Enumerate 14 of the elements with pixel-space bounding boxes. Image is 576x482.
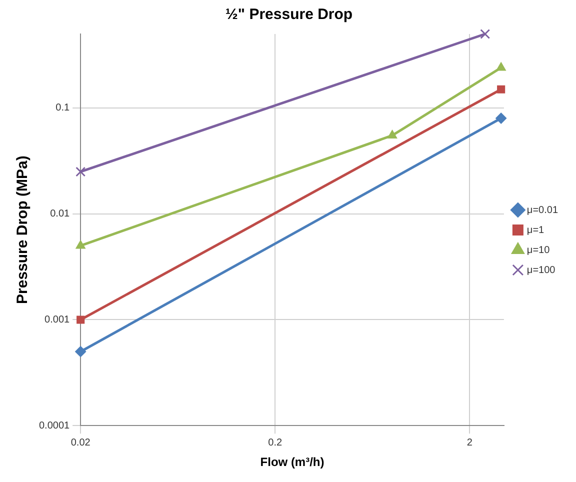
legend-label: μ=0.01 [526, 204, 558, 216]
y-tick-label: 0.01 [50, 208, 70, 220]
legend-label: μ=100 [526, 264, 556, 276]
x-tick-label: 0.02 [70, 437, 91, 448]
y-tick-label: 0.001 [44, 314, 70, 326]
y-axis-title: Pressure Drop (MPa) [14, 156, 32, 304]
legend-label: μ=10 [526, 244, 550, 256]
x-tick-label: 0.2 [268, 437, 283, 448]
y-tick-label: 0.0001 [38, 420, 70, 432]
x-tick-label: 2 [466, 437, 473, 448]
chart-title: ½" Pressure Drop [225, 6, 353, 24]
legend-label: μ=1 [526, 224, 545, 236]
y-tick-label: 0.1 [56, 102, 70, 114]
x-axis-title: Flow (m³/h) [260, 455, 324, 470]
